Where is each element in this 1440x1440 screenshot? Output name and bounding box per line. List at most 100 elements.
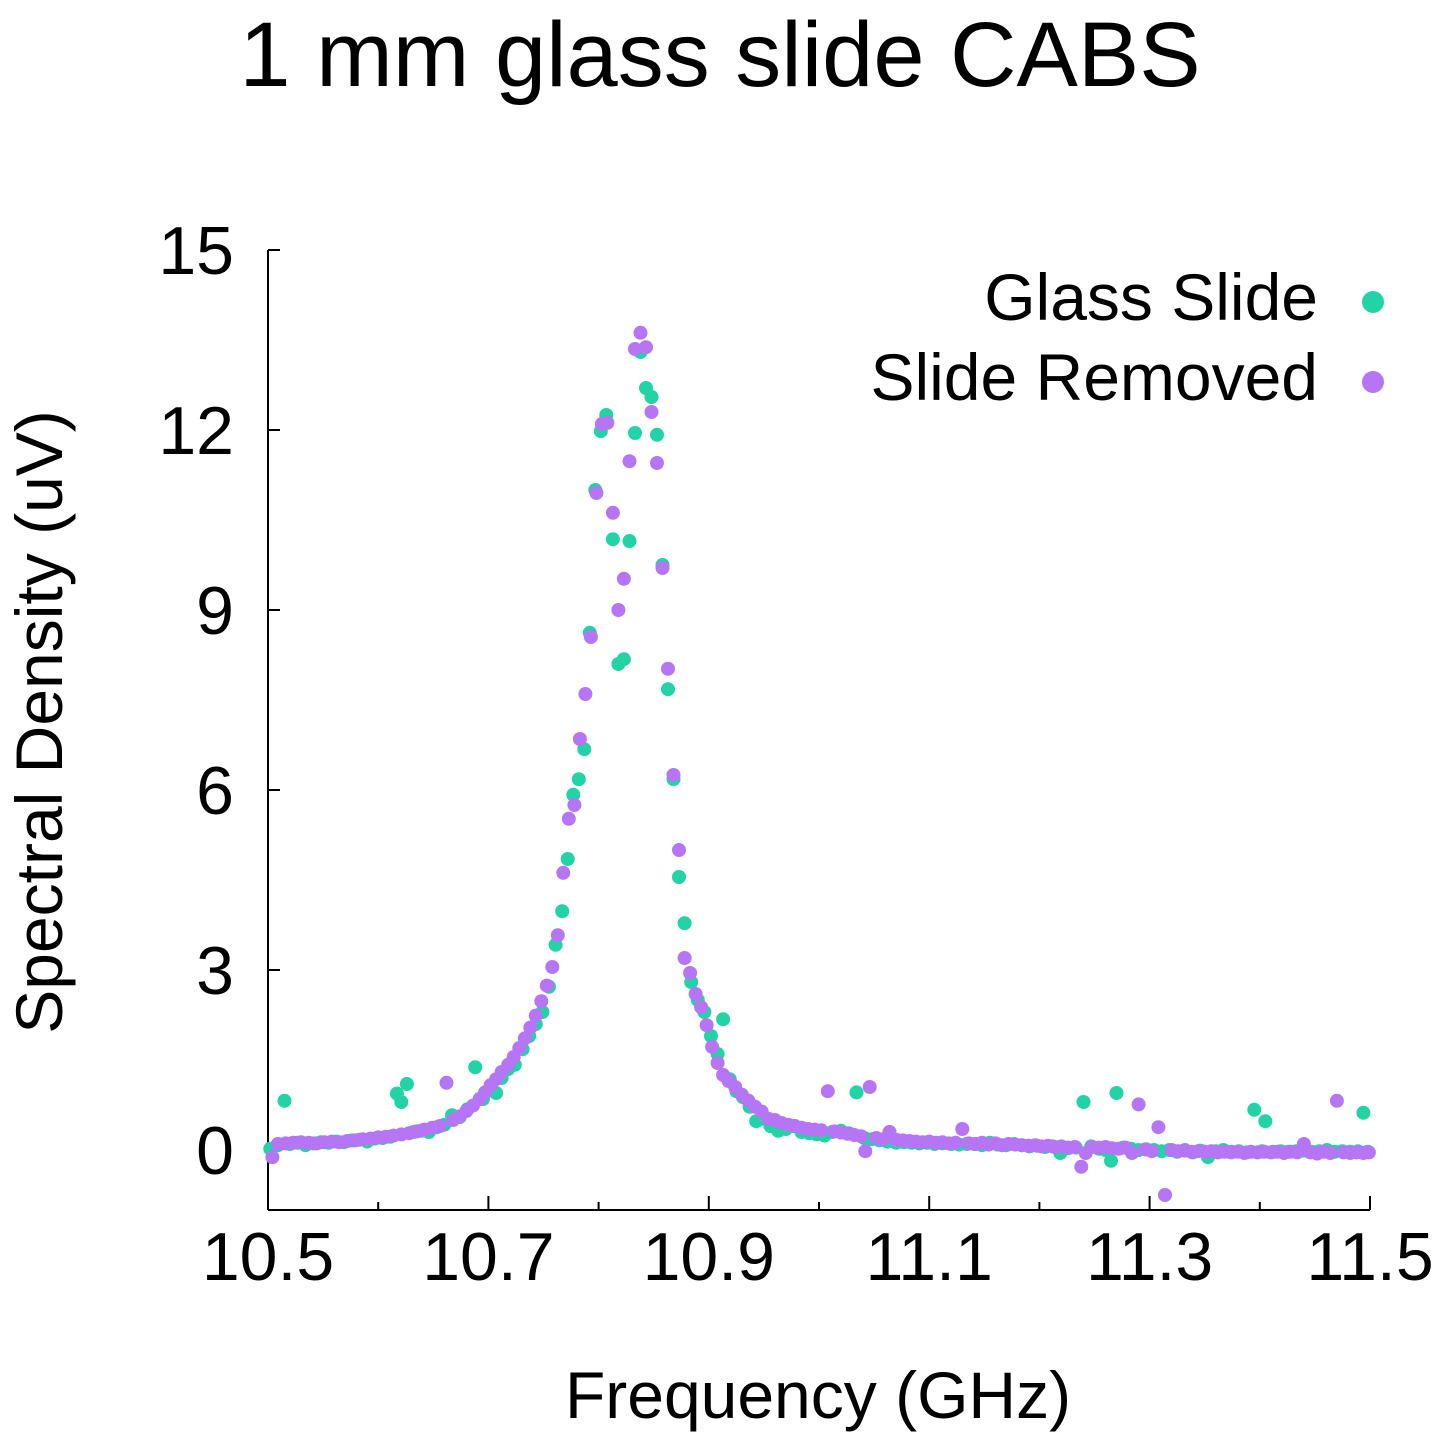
data-point xyxy=(534,994,549,1009)
x-tick-label: 11.1 xyxy=(866,1219,993,1295)
data-point xyxy=(716,1012,731,1027)
x-tick-label: 11.3 xyxy=(1086,1219,1213,1295)
data-point xyxy=(571,772,586,787)
data-point xyxy=(555,904,570,919)
data-point xyxy=(633,325,648,340)
data-point xyxy=(820,1084,835,1099)
x-tick-label: 10.9 xyxy=(643,1219,775,1295)
data-point xyxy=(1125,1146,1139,1160)
data-point xyxy=(704,1029,718,1043)
data-point xyxy=(605,532,620,547)
chart-title: 1 mm glass slide CABS xyxy=(239,4,1200,106)
data-point xyxy=(572,732,587,746)
data-point xyxy=(561,811,576,826)
data-point xyxy=(545,960,560,974)
data-point xyxy=(661,661,675,676)
data-point xyxy=(600,415,615,430)
data-point xyxy=(948,1135,963,1150)
data-point xyxy=(556,865,571,880)
data-point xyxy=(560,852,575,866)
data-point xyxy=(583,630,598,644)
data-point xyxy=(589,486,604,500)
data-point xyxy=(277,1093,292,1108)
legend-marker-glass-slide xyxy=(1362,291,1384,313)
data-point xyxy=(688,987,703,1001)
y-axis-label: Spectral Density (uV) xyxy=(2,410,76,1034)
data-point xyxy=(468,1060,483,1075)
data-point xyxy=(862,1080,877,1094)
data-point xyxy=(432,1119,447,1133)
legend-label-glass-slide: Glass Slide xyxy=(984,260,1318,334)
y-tick-label: 9 xyxy=(196,573,234,649)
y-tick-label: 12 xyxy=(158,393,234,469)
data-point xyxy=(661,682,675,697)
x-tick-label: 10.5 xyxy=(202,1219,334,1295)
data-point xyxy=(683,966,698,980)
data-point xyxy=(1258,1114,1273,1129)
data-point xyxy=(955,1122,970,1136)
data-point xyxy=(265,1150,280,1165)
data-point xyxy=(628,426,642,440)
legend-marker-slide-removed xyxy=(1362,371,1384,393)
data-point xyxy=(1329,1093,1344,1108)
plot-area: 0 3 6 9 12 15 10.5 10.7 10.9 11.1 11.3 11.5 xyxy=(158,213,1433,1295)
data-point xyxy=(1131,1097,1146,1112)
y-tick-label: 15 xyxy=(158,213,234,289)
x-tick-label: 10.7 xyxy=(422,1219,554,1295)
data-point xyxy=(1361,1145,1376,1160)
data-point xyxy=(1323,1146,1338,1160)
data-point xyxy=(858,1144,873,1159)
y-ticks: 0 3 6 9 12 15 xyxy=(158,213,280,1189)
data-point xyxy=(650,456,664,470)
data-point xyxy=(849,1085,864,1100)
data-point xyxy=(694,1000,709,1015)
data-point xyxy=(523,1020,538,1035)
data-point xyxy=(550,928,565,943)
y-tick-label: 0 xyxy=(196,1113,234,1189)
data-point xyxy=(1158,1188,1172,1202)
data-point xyxy=(705,1039,720,1054)
series-slide-removed xyxy=(265,325,1376,1202)
data-point xyxy=(644,405,659,419)
data-point xyxy=(439,1075,454,1090)
data-point xyxy=(539,978,554,993)
data-point xyxy=(644,390,659,404)
data-point xyxy=(616,652,631,667)
data-point xyxy=(655,561,670,575)
data-point xyxy=(399,1077,414,1091)
data-point xyxy=(622,534,637,548)
data-point xyxy=(1109,1086,1124,1100)
data-point xyxy=(622,454,637,469)
data-point xyxy=(639,340,653,355)
data-point xyxy=(628,342,642,356)
data-point xyxy=(394,1095,409,1109)
data-point xyxy=(578,687,593,701)
x-tick-label: 11.5 xyxy=(1306,1219,1433,1295)
data-point xyxy=(1076,1095,1091,1109)
data-point xyxy=(1356,1105,1371,1120)
series-glass-slide xyxy=(263,345,1375,1168)
data-point xyxy=(517,1031,532,1046)
data-point xyxy=(528,1008,543,1023)
data-point xyxy=(566,787,581,802)
data-point xyxy=(1104,1153,1118,1168)
data-point xyxy=(666,768,681,782)
y-tick-label: 3 xyxy=(196,933,234,1009)
data-point xyxy=(611,603,626,617)
data-point xyxy=(853,1129,868,1144)
x-axis-label: Frequency (GHz) xyxy=(565,1358,1071,1432)
data-point xyxy=(677,951,692,965)
data-point xyxy=(672,870,686,884)
data-point xyxy=(699,1018,714,1033)
data-point xyxy=(677,916,692,931)
data-point xyxy=(605,505,620,520)
y-tick-label: 6 xyxy=(196,753,234,829)
data-point xyxy=(1074,1159,1089,1174)
legend-label-slide-removed: Slide Removed xyxy=(870,340,1318,414)
data-point xyxy=(814,1123,829,1138)
data-point xyxy=(567,798,582,812)
data-point xyxy=(672,843,686,857)
data-point xyxy=(1151,1120,1166,1135)
data-point xyxy=(616,571,631,586)
